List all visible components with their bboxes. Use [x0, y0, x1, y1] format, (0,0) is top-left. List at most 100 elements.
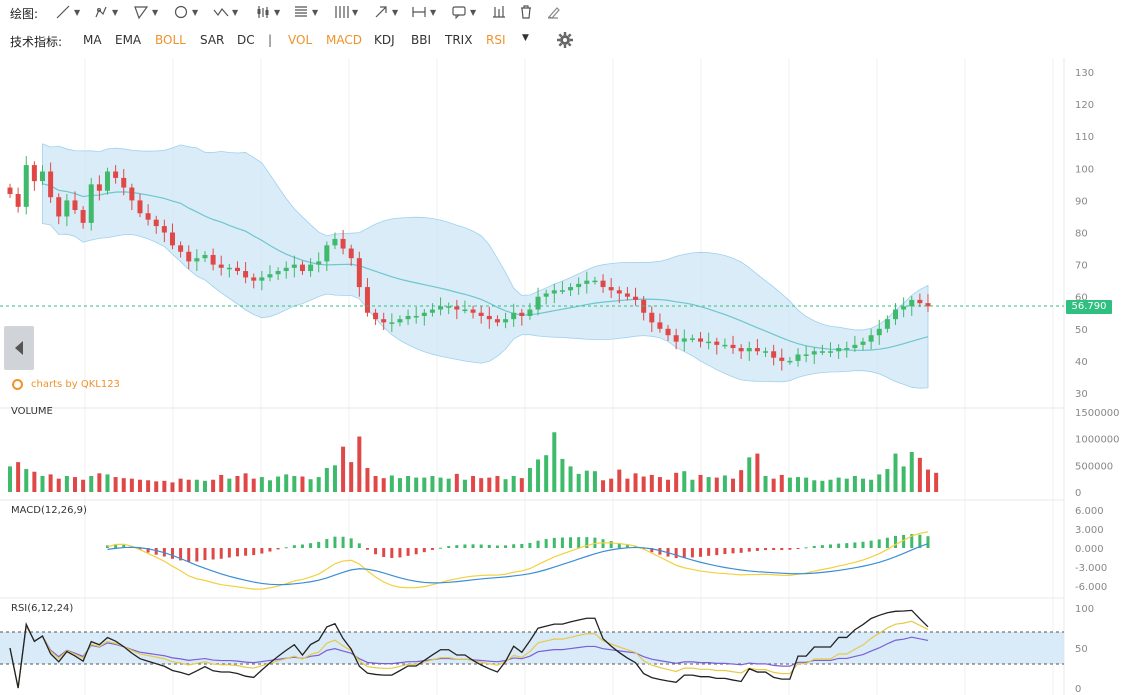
indicator-bbi[interactable]: BBI — [411, 33, 432, 47]
volume-bar — [544, 455, 549, 492]
arrow-tool-icon[interactable]: ▼ — [373, 2, 409, 22]
macd-histogram-bar — [227, 548, 231, 558]
macd-histogram-bar — [650, 548, 654, 553]
candle-body — [251, 277, 257, 281]
macd-histogram-bar — [520, 543, 524, 548]
indicator-kdj[interactable]: KDJ — [374, 33, 395, 47]
trash-icon[interactable] — [518, 2, 554, 22]
candle-body — [96, 184, 102, 191]
volume-bar — [308, 479, 313, 492]
chart-area[interactable]: 130 120 110 100 90 80 70 60 50 40 30 VOLUME 150000… — [0, 52, 1122, 695]
volume-bar — [909, 452, 914, 492]
candle-body — [283, 267, 289, 272]
caret-down-icon[interactable]: ▼ — [522, 33, 529, 43]
fib-tool-icon[interactable]: ▼ — [293, 2, 329, 22]
eraser-icon[interactable] — [545, 2, 581, 22]
macd-histogram-bar — [365, 548, 369, 550]
volume-bar — [349, 462, 354, 492]
volume-bar — [836, 477, 841, 492]
macd-histogram-bar — [869, 540, 873, 548]
volume-bar — [438, 477, 443, 492]
candle-body — [438, 306, 444, 310]
candle-body — [494, 319, 500, 323]
macd-histogram-bar — [398, 548, 402, 558]
rsi-axis: 100 50 0 — [1075, 604, 1094, 695]
pen-tool-icon[interactable]: ▼ — [93, 2, 129, 22]
macd-histogram-bar — [918, 534, 922, 548]
macd-histogram-bar — [487, 544, 491, 548]
candle-body — [56, 197, 62, 217]
volume-bar — [552, 432, 557, 492]
candle-body — [527, 309, 533, 316]
macd-histogram-bar — [585, 537, 589, 548]
volume-bar — [430, 476, 435, 492]
volume-bar — [202, 480, 207, 492]
macd-histogram-bar — [406, 548, 410, 556]
volume-series — [8, 432, 939, 492]
candle-body — [763, 351, 769, 353]
indicator-rsi[interactable]: RSI — [486, 33, 506, 47]
polyline-tool-icon[interactable]: ▼ — [133, 2, 169, 22]
indicator-sar[interactable]: SAR — [200, 33, 225, 47]
indicator-dc[interactable]: DC — [237, 33, 255, 47]
volume-bar — [259, 477, 264, 492]
candle-body — [616, 290, 622, 294]
volume-bar — [934, 472, 939, 492]
macd-histogram-bar — [764, 548, 768, 551]
gear-icon[interactable] — [556, 31, 574, 49]
comment-tool-icon[interactable]: ▼ — [451, 2, 487, 22]
scroll-left-button[interactable] — [4, 326, 34, 370]
volume-bar — [332, 465, 337, 492]
indicator-ema[interactable]: EMA — [115, 33, 142, 47]
credit-link[interactable]: charts by QKL123 — [12, 379, 120, 390]
candle-body — [738, 348, 744, 352]
indicator-vol[interactable]: VOL — [288, 33, 313, 47]
macd-dea-line — [107, 543, 929, 586]
bar-tool-icon[interactable] — [491, 2, 527, 22]
macd-histogram-bar — [374, 548, 378, 555]
macd-histogram-bar — [382, 548, 386, 557]
macd-histogram-bar — [820, 545, 824, 548]
candle-tool-icon[interactable]: ▼ — [255, 2, 291, 22]
drawing-label: 绘图: — [10, 7, 39, 21]
channel-tool-icon[interactable]: ▼ — [333, 2, 369, 22]
volume-bar — [706, 477, 711, 492]
candle-body — [649, 312, 655, 323]
volume-bar — [137, 479, 142, 492]
volume-bar — [527, 468, 532, 492]
volume-bar — [300, 476, 305, 492]
volume-bar — [796, 477, 801, 492]
indicator-trix[interactable]: TRIX — [445, 33, 473, 47]
volume-bar — [211, 479, 216, 492]
macd-histogram-bar — [211, 548, 215, 560]
indicator-boll[interactable]: BOLL — [155, 33, 186, 47]
indicator-ma[interactable]: MA — [83, 33, 102, 47]
circle-tool-icon[interactable]: ▼ — [173, 2, 209, 22]
line-tool-icon[interactable]: ▼ — [55, 2, 91, 22]
candle-body — [316, 261, 322, 265]
volume-bar — [81, 479, 86, 492]
drawing-toolbar: 绘图: ▼ ▼ ▼ ▼ ▼ ▼ ▼ ▼ ▼ ▼ ▼ — [0, 0, 1122, 26]
candle-body — [31, 165, 37, 182]
volume-bar — [601, 480, 606, 492]
macd-histogram-bar — [788, 548, 792, 550]
range-tool-icon[interactable]: ▼ — [411, 2, 447, 22]
indicator-macd[interactable]: MACD — [326, 33, 362, 47]
macd-histogram-bar — [674, 548, 678, 559]
volume-bar — [487, 477, 492, 492]
volume-bar — [747, 457, 752, 492]
candle-body — [72, 200, 78, 211]
volume-bar — [194, 479, 199, 492]
volume-bar — [397, 478, 402, 492]
volume-bar — [787, 477, 792, 492]
macd-histogram-bar — [601, 539, 605, 548]
candle-body — [413, 315, 419, 318]
volume-bar — [885, 469, 890, 492]
macd-tick-label: 6.000 — [1075, 506, 1104, 517]
candle-body — [511, 312, 517, 320]
candle-body — [356, 258, 362, 288]
wave-tool-icon[interactable]: ▼ — [213, 2, 249, 22]
candle-body — [811, 351, 817, 355]
volume-bar — [479, 478, 484, 492]
candle-body — [389, 322, 395, 324]
